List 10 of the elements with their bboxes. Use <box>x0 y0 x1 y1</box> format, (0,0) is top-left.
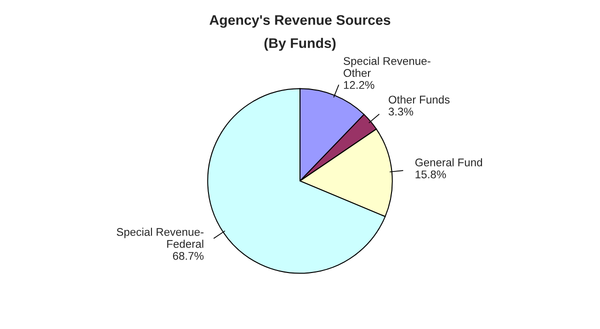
slice-label: Special Revenue-Federal <box>116 228 204 248</box>
chart-subtitle: (By Funds) <box>264 38 336 51</box>
data-label: 3.3% <box>388 108 414 116</box>
data-label: 15.8% <box>416 170 446 178</box>
slice-label: General Fund <box>415 158 482 166</box>
data-label: 68.7% <box>173 252 204 260</box>
chart-title: Agency's Revenue Sources <box>210 15 390 28</box>
data-label: 12.2% <box>344 81 374 89</box>
slice-label: Special Revenue-Other <box>344 56 430 77</box>
slice-label: Other Funds <box>388 95 450 104</box>
